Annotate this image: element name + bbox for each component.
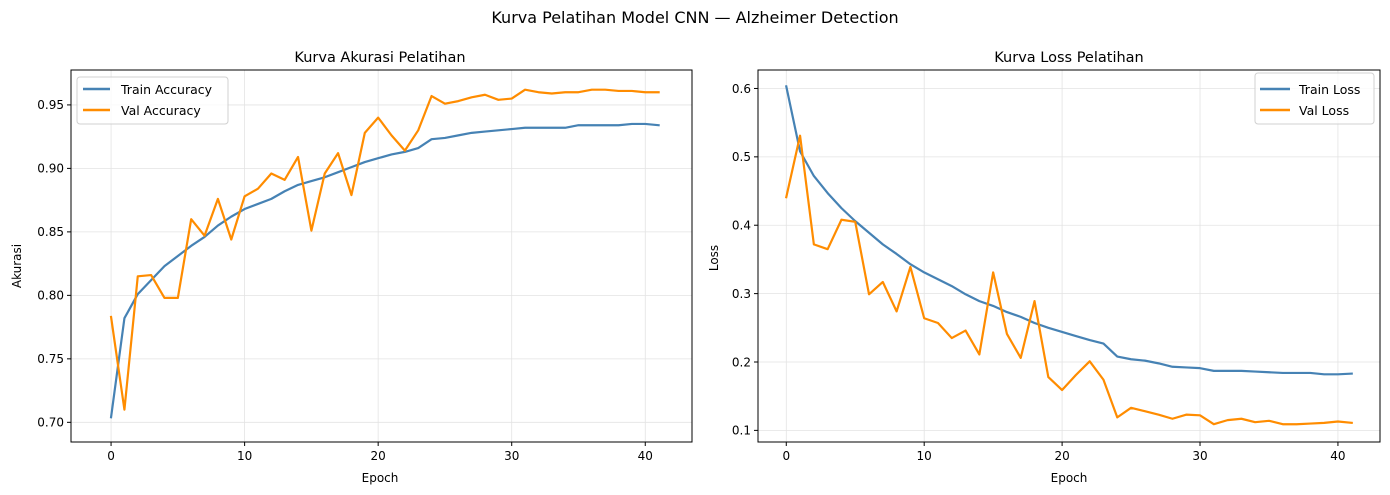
loss-y-tick-label: 0.3 [732, 287, 751, 301]
accuracy-plot-frame [70, 69, 693, 443]
accuracy-chart-title: Kurva Akurasi Pelatihan [294, 50, 465, 66]
loss-y-ticks: 0.1 0.2 0.3 0.4 0.5 0.6 [732, 82, 758, 438]
loss-y-tick-label: 0.4 [732, 219, 751, 233]
accuracy-x-ticks: 0 10 20 30 40 [107, 442, 653, 463]
loss-x-tick-label: 30 [1192, 449, 1207, 463]
accuracy-lines [109, 88, 660, 419]
loss-y-tick-label: 0.1 [732, 424, 751, 438]
accuracy-legend-box [76, 76, 229, 125]
loss-lines [784, 85, 1353, 426]
accuracy-x-tick-label: 0 [107, 449, 115, 463]
figure-suptitle: Kurva Pelatihan Model CNN — Alzheimer De… [491, 8, 898, 27]
loss-legend: Train Loss Val Loss [1254, 72, 1375, 125]
loss-y-tick-label: 0.6 [732, 82, 751, 96]
accuracy-x-axis-label: Epoch [362, 471, 399, 485]
loss-y-tick-label: 0.5 [732, 150, 751, 164]
accuracy-x-tick-label: 30 [504, 449, 519, 463]
accuracy-y-tick-label: 0.75 [37, 352, 64, 366]
loss-plot-frame [757, 69, 1381, 443]
accuracy-y-axis-label: Akurasi [10, 244, 24, 288]
accuracy-x-tick-label: 10 [237, 449, 252, 463]
loss-y-axis-label: Loss [707, 245, 721, 271]
accuracy-legend: Train Accuracy Val Accuracy [76, 76, 229, 125]
accuracy-y-tick-label: 0.80 [37, 289, 64, 303]
loss-chart-title: Kurva Loss Pelatihan [994, 50, 1143, 66]
loss-x-axis-label: Epoch [1051, 471, 1088, 485]
loss-grid [758, 70, 1380, 442]
loss-chart: Kurva Loss Pelatihan 0 10 20 30 40 0.1 0.2 0.3… [707, 50, 1381, 485]
loss-x-ticks: 0 10 20 30 40 [782, 442, 1346, 463]
accuracy-y-tick-label: 0.90 [37, 162, 64, 176]
loss-x-tick-label: 10 [917, 449, 932, 463]
loss-y-tick-label: 0.2 [732, 355, 751, 369]
legend-train-accuracy-label: Train Accuracy [120, 82, 213, 97]
series-line-val-accuracy [109, 88, 660, 411]
accuracy-y-tick-label: 0.95 [37, 98, 64, 112]
accuracy-chart: Kurva Akurasi Pelatihan 0 10 20 30 40 0.700.… [10, 50, 693, 485]
accuracy-y-ticks: 0.70 0.75 0.80 0.85 0.90 0.95 [37, 98, 71, 430]
legend-val-loss-label: Val Loss [1299, 103, 1349, 118]
accuracy-y-tick-label: 0.85 [37, 225, 64, 239]
accuracy-x-tick-label: 20 [371, 449, 386, 463]
accuracy-x-tick-label: 40 [638, 449, 653, 463]
loss-x-tick-label: 40 [1330, 449, 1345, 463]
legend-train-loss-label: Train Loss [1298, 82, 1360, 97]
series-line-val-loss [784, 134, 1353, 426]
loss-x-tick-label: 0 [782, 449, 790, 463]
accuracy-y-tick-label: 0.70 [37, 416, 64, 430]
series-line-train-loss [784, 85, 1353, 376]
loss-x-tick-label: 20 [1054, 449, 1069, 463]
legend-val-accuracy-label: Val Accuracy [121, 103, 201, 118]
series-line-train-accuracy [109, 122, 660, 419]
